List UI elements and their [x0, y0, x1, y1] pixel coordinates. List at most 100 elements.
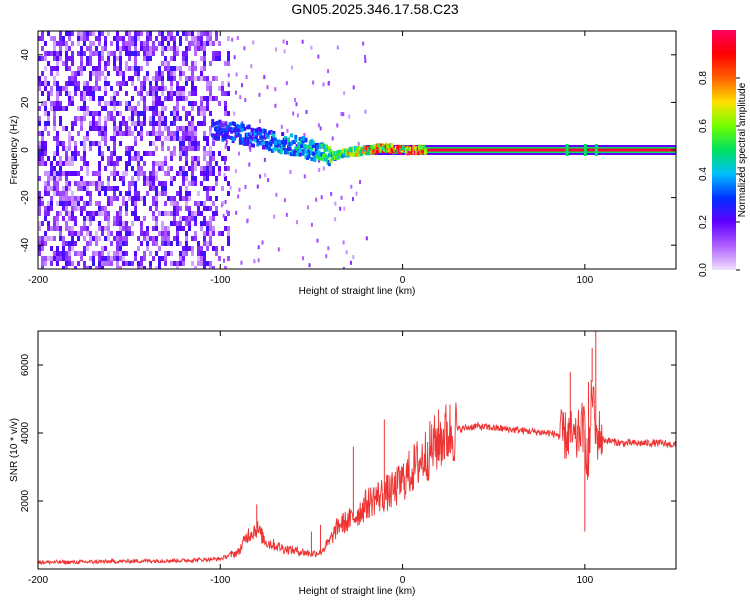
noise-cell	[152, 126, 155, 131]
noise-cell	[95, 81, 98, 86]
noise-cell	[176, 131, 179, 136]
noise-cell	[71, 231, 74, 236]
ridge-cell	[284, 140, 288, 145]
noise-cell	[38, 56, 41, 61]
noise-cell	[224, 91, 227, 96]
ridge-cell	[308, 142, 312, 147]
noise-cell	[92, 256, 95, 261]
noise-cell	[319, 126, 322, 131]
noise-cell	[41, 201, 44, 206]
noise-cell	[170, 36, 173, 41]
noise-cell	[38, 191, 41, 196]
noise-cell	[122, 221, 125, 226]
noise-cell	[134, 151, 137, 156]
noise-cell	[203, 51, 206, 56]
noise-cell	[252, 40, 255, 45]
noise-cell	[206, 151, 209, 156]
noise-cell	[89, 46, 92, 51]
noise-cell	[131, 121, 134, 126]
noise-cell	[122, 171, 125, 176]
noise-cell	[56, 246, 59, 251]
noise-cell	[113, 56, 116, 61]
noise-cell	[191, 81, 194, 86]
noise-cell	[59, 251, 62, 256]
noise-cell	[158, 71, 161, 76]
noise-cell	[310, 45, 313, 50]
noise-cell	[351, 197, 354, 202]
noise-cell	[140, 156, 143, 161]
noise-cell	[246, 219, 249, 224]
noise-cell	[173, 56, 176, 61]
noise-cell	[173, 76, 176, 81]
noise-cell	[98, 111, 101, 116]
noise-cell	[134, 196, 137, 201]
noise-cell	[164, 136, 167, 141]
noise-cell	[38, 201, 41, 206]
noise-cell	[68, 256, 71, 261]
noise-cell	[50, 106, 53, 111]
noise-cell	[146, 131, 149, 136]
noise-cell	[47, 211, 50, 216]
noise-cell	[209, 236, 212, 241]
noise-cell	[158, 116, 161, 121]
noise-cell	[41, 156, 44, 161]
noise-cell	[167, 71, 170, 76]
noise-cell	[149, 186, 152, 191]
noise-cell	[116, 241, 119, 246]
noise-cell	[149, 36, 152, 41]
noise-cell	[203, 61, 206, 66]
noise-cell	[101, 71, 104, 76]
noise-cell	[77, 231, 80, 236]
noise-cell	[137, 111, 140, 116]
noise-cell	[173, 91, 176, 96]
noise-cell	[215, 251, 218, 256]
noise-cell	[203, 166, 206, 171]
noise-cell	[188, 211, 191, 216]
noise-cell	[53, 36, 56, 41]
noise-cell	[116, 251, 119, 256]
noise-cell	[203, 231, 206, 236]
noise-cell	[158, 261, 161, 266]
noise-cell	[200, 171, 203, 176]
noise-cell	[280, 124, 283, 129]
noise-cell	[77, 181, 80, 186]
noise-cell	[116, 46, 119, 51]
noise-cell	[179, 96, 182, 101]
noise-cell	[167, 211, 170, 216]
noise-cell	[185, 161, 188, 166]
noise-cell	[173, 221, 176, 226]
noise-cell	[116, 246, 119, 251]
noise-cell	[206, 166, 209, 171]
noise-cell	[164, 181, 167, 186]
noise-cell	[182, 31, 185, 36]
noise-cell	[218, 41, 221, 46]
noise-cell	[53, 181, 56, 186]
spectrogram-y-tick-label: 40	[20, 49, 31, 61]
noise-cell	[101, 231, 104, 236]
noise-cell	[179, 191, 182, 196]
noise-cell	[107, 81, 110, 86]
noise-cell	[185, 246, 188, 251]
noise-cell	[212, 216, 215, 221]
noise-cell	[170, 181, 173, 186]
noise-cell	[92, 66, 95, 71]
noise-cell	[209, 131, 212, 136]
noise-cell	[149, 171, 152, 176]
noise-cell	[56, 191, 59, 196]
noise-cell	[131, 261, 134, 266]
noise-cell	[59, 256, 62, 261]
ridge-cell	[327, 162, 331, 167]
noise-cell	[125, 81, 128, 86]
noise-cell	[65, 186, 68, 191]
noise-cell	[200, 96, 203, 101]
noise-cell	[152, 111, 155, 116]
noise-cell	[137, 236, 140, 241]
noise-cell	[224, 156, 227, 161]
ridge-cell	[227, 124, 231, 129]
noise-cell	[104, 256, 107, 261]
noise-cell	[65, 191, 68, 196]
noise-cell	[143, 111, 146, 116]
noise-cell	[188, 136, 191, 141]
noise-cell	[134, 256, 137, 261]
noise-cell	[306, 205, 309, 210]
